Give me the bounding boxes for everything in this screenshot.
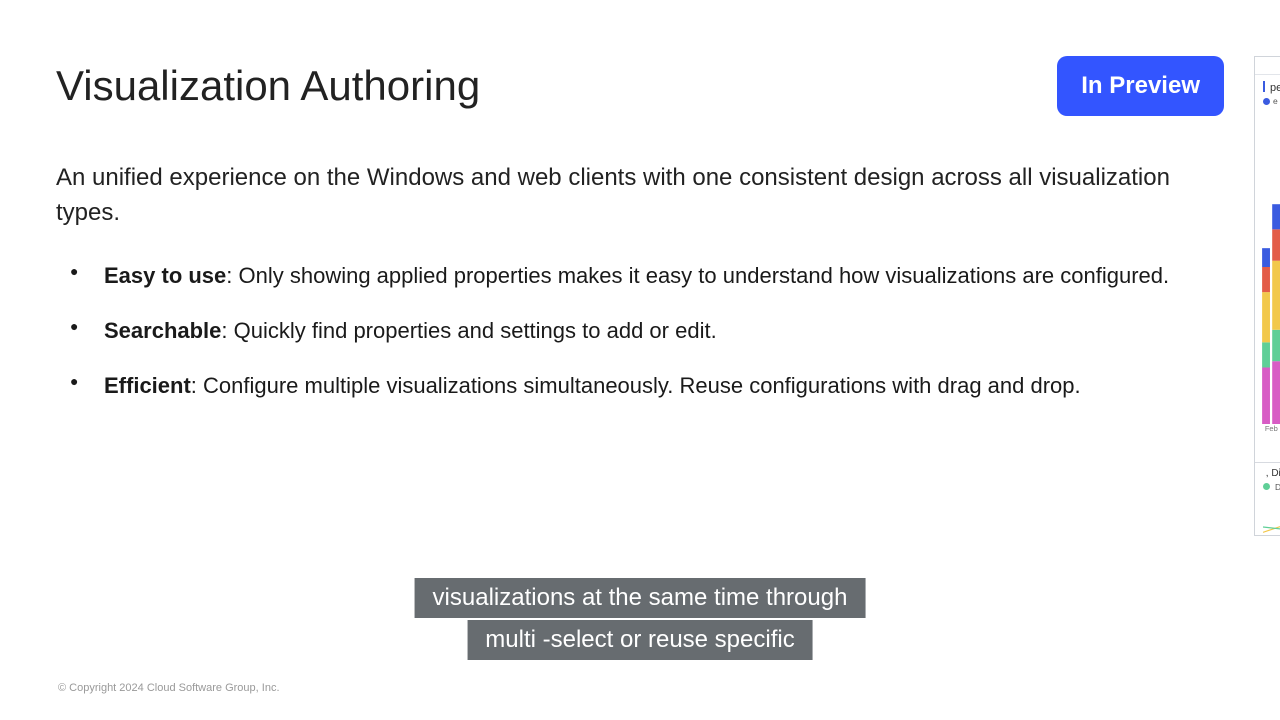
chart-legend: eMen standardSportWomen exclusiveWomen s… — [1255, 96, 1280, 110]
subtitle: An unified experience on the Windows and… — [56, 161, 1224, 231]
bullet-body: : Configure multiple visualizations simu… — [191, 373, 1081, 398]
app-screenshot: ⚙ ⌕ 👁 ◣ ▼ ⊞ Editing per Order Date eMen … — [1254, 56, 1280, 536]
x-axis-caption: Order Date (Month) — [1255, 444, 1280, 462]
app-toolbar: ⚙ ⌕ 👁 ◣ ▼ ⊞ Editing — [1255, 57, 1280, 75]
caption-overlay: visualizations at the same time through … — [415, 578, 866, 660]
page-title: Visualization Authoring — [56, 62, 480, 110]
bullet-head: Searchable — [104, 318, 221, 343]
caption-line: multi -select or reuse specific — [467, 620, 812, 660]
legend-label: Discount percentage — [1275, 482, 1280, 492]
preview-badge: In Preview — [1057, 56, 1224, 116]
bullet-list: Easy to use: Only showing applied proper… — [56, 259, 1224, 402]
bullet-head: Easy to use — [104, 263, 226, 288]
line-chart: 17 16.5 — [1263, 495, 1280, 535]
chart2-title: , Discount percentage – Order Date — [1263, 468, 1280, 479]
year-labels: 202020212022 — [1255, 433, 1280, 444]
chart2-legend: Discount percentage ⋮ — [1255, 481, 1280, 495]
stacked-bar-chart — [1261, 110, 1280, 424]
bullet-body: : Quickly find properties and settings t… — [221, 318, 716, 343]
chart-title: per Order Date — [1255, 75, 1280, 96]
list-item: Searchable: Quickly find properties and … — [56, 314, 1224, 347]
bullet-head: Efficient — [104, 373, 191, 398]
copyright: © Copyright 2024 Cloud Software Group, I… — [58, 682, 280, 694]
list-item: Efficient: Configure multiple visualizat… — [56, 369, 1224, 402]
caption-line: visualizations at the same time through — [415, 578, 866, 618]
legend-swatch — [1263, 483, 1270, 490]
x-axis-labels: FebAprJunAugOctDecFebAprJunAugOctDecFebA… — [1255, 424, 1280, 433]
bullet-body: : Only showing applied properties makes … — [226, 263, 1169, 288]
list-item: Easy to use: Only showing applied proper… — [56, 259, 1224, 292]
